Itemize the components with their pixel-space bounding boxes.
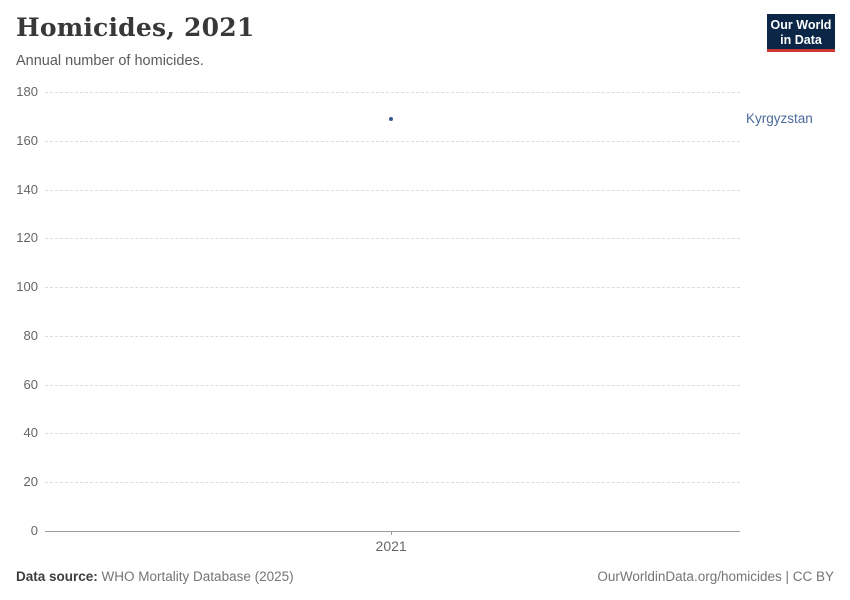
chart-subtitle: Annual number of homicides. <box>16 53 204 69</box>
x-tick-mark <box>391 531 393 535</box>
gridline <box>45 433 740 435</box>
owid-logo-line1: Our World <box>770 18 832 32</box>
owid-logo[interactable]: Our World in Data <box>767 14 835 52</box>
gridline <box>45 140 740 142</box>
gridline <box>45 384 740 386</box>
y-tick-label: 40 <box>23 425 38 441</box>
x-axis-line <box>45 531 740 532</box>
gridline <box>45 335 740 337</box>
gridline <box>45 287 740 289</box>
owid-logo-line2: in Data <box>780 33 822 47</box>
y-tick-label: 160 <box>16 132 38 148</box>
plot-area: 0 20 40 60 80 100 120 140 160 180 2021 <box>16 84 740 554</box>
y-tick-label: 20 <box>23 474 38 490</box>
y-tick-label: 0 <box>30 523 38 538</box>
data-source-text: WHO Mortality Database (2025) <box>101 569 294 584</box>
gridline <box>45 92 740 93</box>
data-source-prefix: Data source: <box>16 569 98 584</box>
data-source-note: Data source: WHO Mortality Database (202… <box>16 569 294 584</box>
attribution-link[interactable]: OurWorldinData.org/homicides | CC BY <box>597 569 834 584</box>
gridline <box>45 189 740 191</box>
x-tick-label: 2021 <box>375 538 407 554</box>
gridline <box>45 238 740 240</box>
gridline <box>45 482 740 484</box>
y-tick-label: 180 <box>16 84 38 99</box>
entity-label[interactable]: Kyrgyzstan <box>746 110 813 126</box>
y-tick-label: 100 <box>16 279 38 295</box>
y-tick-label: 140 <box>16 181 38 197</box>
y-tick-label: 80 <box>23 327 38 343</box>
y-tick-label: 60 <box>23 376 38 392</box>
chart-title: Homicides, 2021 <box>16 13 255 42</box>
data-point-kyrgyzstan[interactable] <box>389 116 394 121</box>
y-tick-label: 120 <box>16 230 38 246</box>
